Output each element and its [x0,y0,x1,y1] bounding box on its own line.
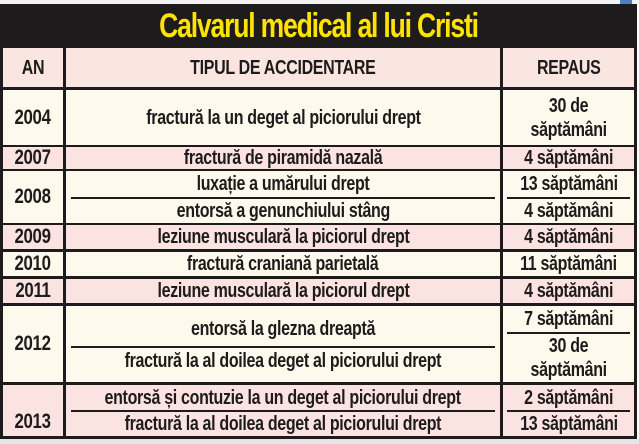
table-row-year: 2012 [3,306,63,382]
injury-text: fractură de piramidă nazală [183,147,383,169]
top-strip [0,0,639,4]
header-rest-label: REPAUS [536,56,601,79]
rest-text: săptămâni [530,118,607,141]
year-2013: 2013 [14,410,52,433]
injury-text: luxație a umărului drept [196,173,370,195]
year-2009: 2009 [14,225,52,248]
injury-text: leziune musculară la piciorul drept [156,280,409,302]
table-row-year: 2007 [3,146,63,169]
table-row-rest: 4 săptămâni [503,279,634,303]
rest-text: 4 săptămâni [524,280,613,302]
table-row-rest: 2 săptămâni 13 săptămâni [503,385,634,436]
table-row-year: 2010 [3,252,63,276]
table-row-year: 2004 [3,90,63,145]
table-row-rest: 30 de săptămâni [503,90,634,145]
table-row-rest: 7 săptămâni 30 de săptămâni [503,306,634,382]
injury-text: fractură la al doilea deget al piciorulu… [124,412,442,435]
rest-text: 4 săptămâni [524,147,613,169]
rest-text: săptămâni [530,358,607,381]
table-row-year: 2011 [3,279,63,303]
injury-text: fractură craniană parietală [187,253,379,275]
rest-text: 7 săptămâni [524,308,613,330]
table-row-injury: entorsă la glezna dreaptă fractură la al… [66,306,500,382]
divider [507,197,630,199]
injury-text: fractură la al doilea deget al piciorulu… [124,350,442,372]
table-row-injury: entorsă și contuzie la un deget al picio… [66,385,500,436]
injury-text: leziune musculară la piciorul drept [156,226,409,248]
table-row-year: 2009 [3,225,63,249]
rest-text: 30 de [548,94,589,117]
table-row-injury: luxație a umărului drept entorsă a genun… [66,171,500,223]
year-2012: 2012 [14,332,52,355]
divider [71,410,495,412]
table-row-injury: fractură craniană parietală [66,252,500,276]
table-row-rest: 11 săptămâni [503,252,634,276]
year-2010: 2010 [14,252,52,275]
injury-text: fractură la un deget al piciorului drept [145,106,421,129]
divider [71,346,495,348]
table-row-injury: fractură de piramidă nazală [66,147,500,169]
rest-text: 13 săptămâni [519,412,618,435]
divider [507,332,630,334]
divider [507,410,630,412]
table-row-injury: leziune musculară la piciorul drept [66,279,500,303]
header-rest: REPAUS [503,48,634,87]
rest-text: 13 săptămâni [519,173,618,195]
header-year: AN [3,48,63,87]
header-injury: TIPUL DE ACCIDENTARE [66,48,500,87]
table-row-injury: fractură la un deget al piciorului drept [66,90,500,145]
table-row-rest: 4 săptămâni [503,147,634,169]
injury-table: Calvarul medical al lui Cristi AN TIPUL … [0,4,637,439]
injury-text: entorsă la glezna dreaptă [190,318,376,340]
header-year-label: AN [21,56,45,79]
rest-text: 4 săptămâni [524,226,613,248]
year-2011: 2011 [15,279,51,302]
year-2008: 2008 [14,185,52,208]
rest-text: 4 săptămâni [524,199,613,222]
injury-text: entorsă a genunchiului stâng [176,199,390,222]
year-2004: 2004 [14,105,52,129]
header-injury-label: TIPUL DE ACCIDENTARE [190,56,376,79]
page-edge-marker [620,0,632,6]
divider [71,197,495,199]
rest-text: 30 de [548,334,589,357]
year-2007: 2007 [14,146,52,169]
injury-text: entorsă și contuzie la un deget al picio… [104,386,462,409]
table-row-injury: leziune musculară la piciorul drept [66,225,500,249]
rest-text: 11 săptămâni [520,253,617,275]
table-row-rest: 4 săptămâni [503,225,634,249]
table-row-year: 2013 [3,385,63,436]
table-title: Calvarul medical al lui Cristi [159,6,479,45]
table-row-year: 2008 [3,171,63,223]
rest-text: 2 săptămâni [524,386,613,409]
table-row-rest: 13 săptămâni 4 săptămâni [503,171,634,223]
bottom-strip [0,439,639,444]
